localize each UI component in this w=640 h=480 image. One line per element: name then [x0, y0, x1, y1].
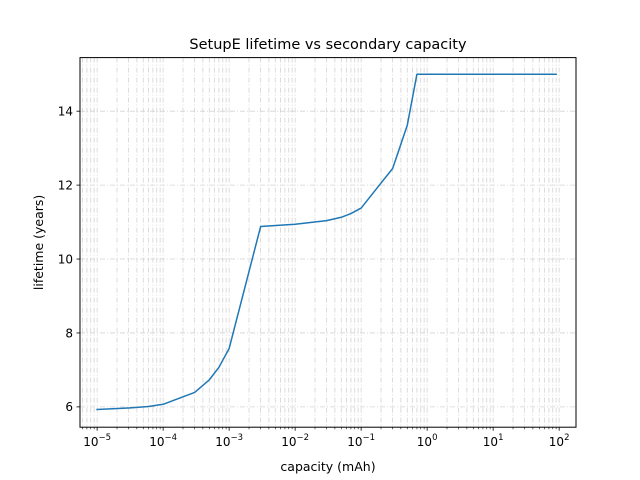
series-line-0 — [96, 73, 557, 411]
y-tick-label: 10 — [58, 252, 73, 266]
x-axis-ticks: 10−5 10−4 10−3 10−2 10−1 100 101 102 — [82, 427, 570, 449]
y-tick-label: 8 — [65, 326, 73, 340]
grid — [80, 57, 576, 428]
y-axis-ticks: 6 8 10 12 14 — [58, 104, 80, 414]
chart-title: SetupE lifetime vs secondary capacity — [189, 37, 467, 53]
x-tick-label: 101 — [483, 433, 504, 449]
x-tick-label: 10−5 — [83, 433, 111, 449]
x-tick-label: 10−2 — [281, 433, 309, 449]
x-tick-label: 10−3 — [215, 433, 243, 449]
x-tick-label: 10−4 — [149, 433, 177, 449]
y-tick-label: 14 — [58, 104, 73, 118]
x-tick-label: 10−1 — [347, 433, 375, 449]
x-tick-label: 102 — [549, 433, 570, 449]
x-axis-label: capacity (mAh) — [280, 459, 375, 474]
x-tick-label: 100 — [417, 433, 438, 449]
y-axis-label: lifetime (years) — [31, 195, 46, 290]
plot-frame — [79, 57, 577, 428]
plot-lines — [96, 73, 557, 411]
y-tick-label: 6 — [65, 400, 73, 414]
y-tick-label: 12 — [58, 178, 73, 192]
